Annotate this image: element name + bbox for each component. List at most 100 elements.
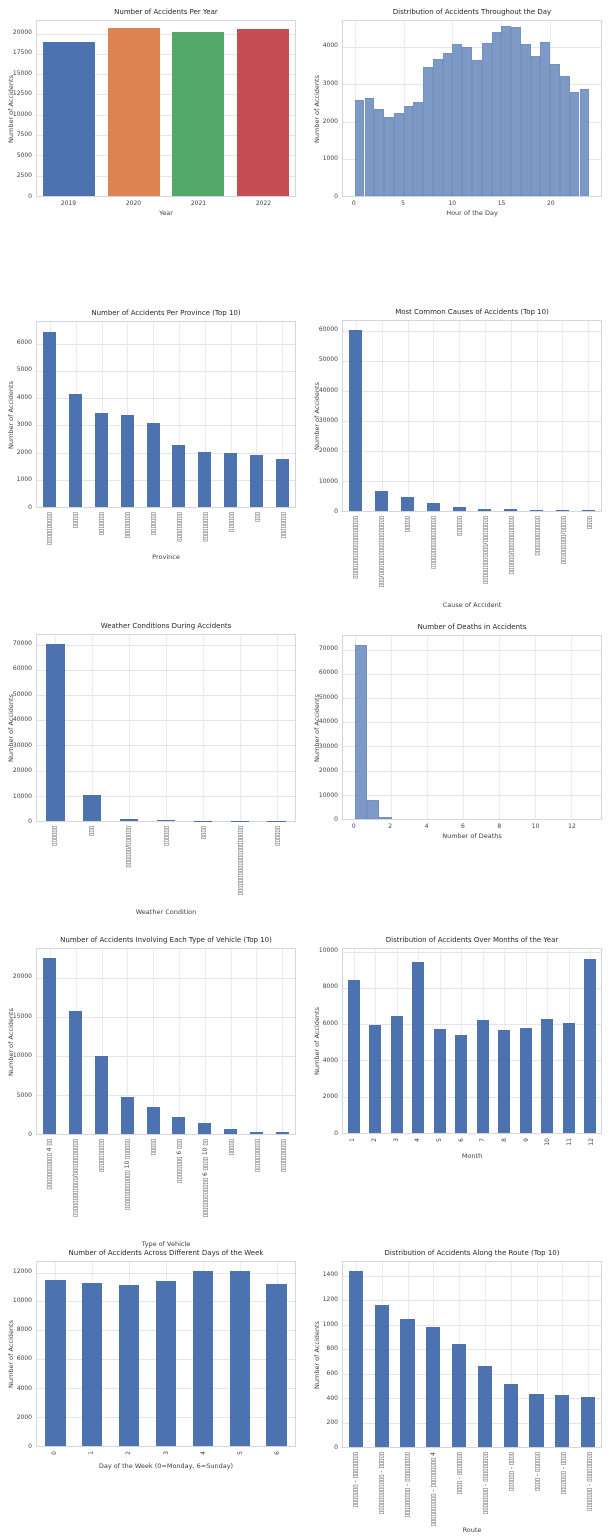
gridline-x <box>127 949 129 1134</box>
hist-bar <box>354 99 365 196</box>
x-axis-label: Type of Vehicle <box>141 1240 191 1248</box>
chart-title: Number of Deaths in Accidents <box>417 623 527 631</box>
x-tick-label-text: 5 <box>236 1451 244 1455</box>
x-tick-label-text: 9 <box>522 1138 530 1142</box>
x-tick-label-text: ▯▯▯▯▯▯▯▯▯/▯▯▯▯▯ <box>559 516 567 565</box>
plot-area <box>342 1261 602 1448</box>
x-tick-label-text: ▯▯▯▯ <box>585 516 593 530</box>
bar <box>369 1024 382 1133</box>
x-tick-label-text: ▯▯▯▯▯▯▯▯▯▯▯▯ 6 ▯▯▯▯ 10 ▯▯ <box>201 1139 209 1218</box>
bar <box>236 29 289 196</box>
gridline-y <box>343 1024 601 1026</box>
bar <box>192 1270 213 1446</box>
bar <box>426 1327 441 1447</box>
y-tick-label: 1000 <box>322 1320 338 1328</box>
gridline-x <box>204 322 206 507</box>
y-axis-label-text: Number of Accidents <box>313 693 321 762</box>
x-tick-label-text: ▯▯▯▯▯▯▯ - ▯▯▯▯ <box>559 1452 567 1495</box>
y-tick-label: 3000 <box>322 80 338 88</box>
gridline-y <box>343 794 601 796</box>
gridline-y <box>37 53 295 55</box>
x-tick-label-text: ▯▯▯/▯▯▯▯▯▯▯▯▯▯▯▯▯▯▯▯▯▯ <box>377 516 385 588</box>
x-tick-label-text: ▯▯▯▯ - ▯▯▯▯▯▯ <box>533 1452 541 1491</box>
y-tick-label: 0 <box>28 504 32 511</box>
y-tick-label: 12000 <box>12 1267 32 1275</box>
gridline-x <box>153 322 155 507</box>
bar <box>455 1035 468 1133</box>
bar <box>349 330 363 511</box>
y-tick-label: 8000 <box>322 983 338 991</box>
x-tick-label-text: 4 <box>414 1138 422 1142</box>
bar <box>478 508 492 511</box>
chart-title: Number of Accidents Per Year <box>114 8 218 16</box>
bar <box>229 1271 250 1446</box>
x-tick-label: 0 <box>351 200 356 207</box>
gridline-y <box>343 770 601 772</box>
y-tick-label: 17500 <box>12 49 32 57</box>
bar <box>530 509 543 511</box>
gridline-y <box>343 480 601 482</box>
gridline-x <box>178 322 180 507</box>
bar <box>519 1028 532 1133</box>
x-tick-label-text: ▯▯▯▯ - ▯▯▯▯▯▯▯ <box>455 1452 463 1495</box>
bar <box>401 496 414 511</box>
bar <box>119 1285 140 1446</box>
bar <box>119 818 139 821</box>
gridline-x <box>562 321 564 511</box>
x-tick-label: 12 <box>568 823 576 830</box>
bar <box>120 415 134 507</box>
hist-bar <box>540 42 551 196</box>
gridline-x <box>459 321 461 511</box>
gridline-y <box>343 1324 601 1326</box>
bar <box>120 1096 134 1134</box>
bar <box>504 509 518 511</box>
y-axis-label-text: Number of Accidents <box>7 380 15 449</box>
y-tick-label: 60000 <box>318 669 338 677</box>
x-tick-label: 10 <box>531 823 540 830</box>
gridline-x <box>484 321 486 511</box>
hist-bar <box>511 26 521 196</box>
y-tick-label: 10000 <box>12 110 32 118</box>
y-tick-label: 30000 <box>12 741 32 749</box>
x-tick-label-text: 0 <box>51 1451 59 1455</box>
bar <box>43 958 57 1134</box>
chart-title: Number of Accidents Across Different Day… <box>68 1249 264 1257</box>
x-tick-label-text: ▯▯▯▯▯▯▯▯▯ <box>201 512 209 542</box>
x-tick-label-text: ▯▯▯▯▯▯ <box>51 826 59 846</box>
y-tick-label: 0 <box>28 1443 32 1450</box>
gridline-y <box>343 420 601 422</box>
y-tick-label: 10000 <box>318 946 338 954</box>
gridline-x <box>256 322 258 507</box>
gridline-y <box>343 1373 601 1375</box>
bar <box>562 1022 575 1133</box>
y-tick-label: 70000 <box>12 639 32 647</box>
bar <box>476 1020 489 1133</box>
gridline-x <box>101 949 103 1134</box>
x-tick-label-text: 1 <box>88 1451 96 1455</box>
y-tick-label: 10000 <box>318 791 338 799</box>
gridline-y <box>343 360 601 362</box>
y-tick-label: 10000 <box>12 1052 32 1060</box>
bar <box>146 1107 160 1134</box>
y-tick-label: 10000 <box>12 1296 32 1304</box>
bar <box>172 445 186 507</box>
y-tick-label: 2000 <box>322 117 338 125</box>
gridline-y <box>37 370 295 372</box>
x-tick-label-text: ▯▯▯▯▯▯ <box>273 826 281 846</box>
bar <box>69 1010 83 1134</box>
y-axis-label-text: Number of Accidents <box>313 1320 321 1389</box>
gridline-x <box>588 321 590 511</box>
x-tick-label-text: ▯▯▯▯▯ <box>403 516 411 533</box>
y-tick-label: 0 <box>28 193 32 200</box>
x-tick-label-text: 12 <box>587 1138 595 1146</box>
bar <box>146 422 160 507</box>
x-tick-label-text: 5 <box>436 1138 443 1142</box>
x-tick-label-text: ▯▯▯▯▯▯▯▯▯ <box>175 512 183 542</box>
gridline-y <box>343 722 601 724</box>
x-tick-label: 20 <box>546 200 555 207</box>
bar <box>555 1395 570 1447</box>
x-tick-label-text: ▯▯▯▯▯▯▯ - ▯▯▯▯▯▯▯▯ <box>351 1452 359 1508</box>
plot-area <box>342 320 602 512</box>
y-tick-label: 400 <box>326 1394 338 1402</box>
